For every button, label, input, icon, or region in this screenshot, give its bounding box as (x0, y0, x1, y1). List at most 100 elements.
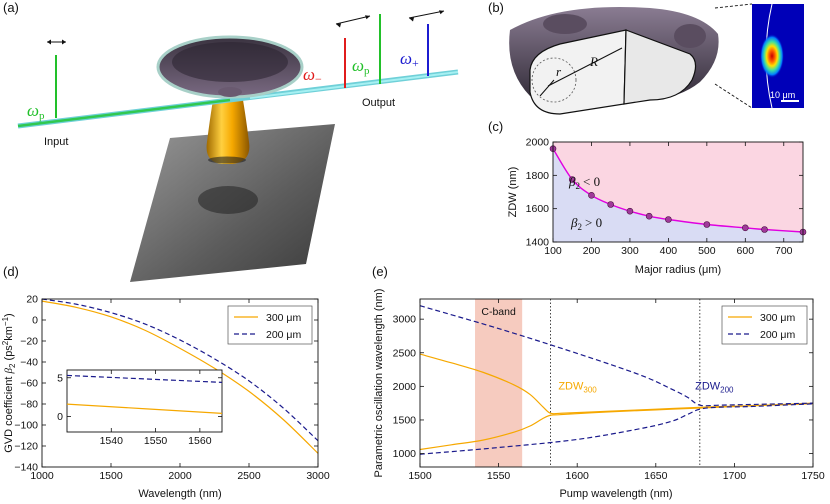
plot-c-axes: 100 200 300 400 500 600 700 1400 1600 1800 2000 (526, 137, 803, 257)
pillar-base (208, 156, 246, 164)
plot-c-xtick-label-1: 200 (583, 245, 601, 257)
zdw200-annotation: ZDW200 (695, 381, 734, 395)
osc-series-0 (419, 353, 814, 415)
minor-radius-circle (531, 57, 577, 103)
plot-c-xtick-label-2: 300 (621, 245, 639, 257)
legend-d: 300 μm 200 μm (227, 305, 313, 345)
plot-d-ytick-label-2: −20 (20, 336, 38, 348)
legend-e-label-300: 300 μm (760, 312, 795, 324)
legend-d-label-300: 300 μm (266, 312, 301, 324)
cband-label: C-band (481, 306, 516, 318)
plot-e-ytick-label-0: 1000 (393, 448, 417, 460)
plot-c-ylabel: ZDW (nm) (507, 167, 519, 218)
plot-c-frame (552, 141, 804, 243)
output-light (249, 71, 459, 99)
zdw-point-5 (645, 212, 653, 220)
plot-e-axes: 1500 1550 1600 1650 1700 1750 1000 1500 2000 2500… (393, 299, 825, 482)
plot-e-xlabel: Pump wavelength (nm) (559, 488, 672, 500)
pol-arrow-signal (408, 10, 445, 19)
panel-a-label: (a) (3, 0, 19, 15)
plot-d-xtick-label-0: 1000 (30, 470, 54, 482)
plot-e-xtick-label-1: 1550 (487, 470, 511, 482)
plot-c-xtick-label-6: 700 (775, 245, 793, 257)
inset-d-frame (66, 369, 223, 433)
legend-e-label-200: 200 μm (760, 329, 795, 341)
torus-cut-face (623, 29, 697, 105)
plot-c-ytick-label-1: 1600 (526, 203, 550, 215)
panel-e-label: (e) (372, 264, 388, 279)
plot-c-xtick-label-3: 400 (660, 245, 678, 257)
plot-d-xtick-label-4: 3000 (306, 470, 330, 482)
panel-d: (d) 1000 1500 2000 2500 3000 20 0 −20 −40 −60 −80 −… (1, 264, 330, 500)
microdisk-top (172, 42, 288, 82)
plot-d-ytick-label-0: 20 (26, 294, 38, 306)
panel-b-label: (b) (488, 0, 504, 15)
inset-d-xtick-label-2: 1560 (188, 435, 212, 447)
osc-series-2 (419, 305, 814, 407)
minor-radius-label: r (556, 64, 562, 79)
beta-positive-label: β2 > 0 (570, 215, 602, 232)
pol-arrow-idler (335, 15, 371, 25)
plot-e-ytick-label-3: 2500 (393, 347, 417, 359)
plot-e-xtick-label-2: 1600 (566, 470, 590, 482)
zdw-points (549, 145, 807, 236)
plot-c-xtick-label-4: 500 (698, 245, 716, 257)
support-pillar (206, 100, 250, 164)
panel-c: (c) 100 200 300 400 500 600 700 1400 1600 1800 200… (488, 119, 807, 276)
omega-p-input: ωp (27, 101, 45, 122)
plot-c-ytick-label-3: 2000 (526, 137, 550, 149)
osc-series-3 (419, 403, 814, 455)
inset-series-0 (66, 403, 223, 414)
zdw-point-7 (703, 221, 711, 228)
zdw-point-6 (665, 216, 672, 223)
plot-e-xtick-label-5: 1750 (801, 470, 825, 482)
region-beta-positive (553, 148, 803, 242)
omega-minus: ω− (303, 65, 322, 86)
plot-d-xtick-label-2: 2000 (168, 470, 192, 482)
plot-c-xlabel: Major radius (μm) (635, 264, 721, 276)
pol-arrow-heads-pump-in (47, 39, 66, 45)
zdw-point-9 (761, 226, 768, 233)
plot-c-xtick-label-5: 600 (737, 245, 755, 257)
plot-d-ytick-label-3: −40 (20, 357, 38, 369)
osc-series-1 (419, 402, 814, 451)
omega-plus: ω+ (400, 49, 419, 70)
plot-d-ylabel: GVD coefficient β2 (ps2km−1) (1, 313, 17, 452)
omega-p-output: ωp (352, 56, 370, 77)
legend-d-box (227, 305, 313, 345)
plot-c-ytick-label-2: 1800 (526, 170, 550, 182)
plot-e-xtick-label-3: 1650 (644, 470, 668, 482)
plot-e-xtick-label-0: 1500 (408, 470, 432, 482)
plot-d-ytick-label-4: −60 (20, 378, 38, 390)
cband-region (475, 299, 523, 467)
major-radius-arrow (547, 47, 623, 87)
plot-d-axes: 1000 1500 2000 2500 3000 20 0 −20 −40 −60 −80 −100 −… (14, 294, 329, 483)
panel-d-label: (d) (3, 264, 19, 279)
input-label: Input (44, 136, 68, 148)
plot-d-xtick-label-1: 1500 (99, 470, 123, 482)
plot-c-xtick-label-0: 100 (544, 245, 562, 257)
output-label: Output (362, 97, 395, 109)
zoom-line-top (714, 3, 753, 9)
pump-light-in (17, 98, 231, 128)
torus-highlight-2 (674, 24, 706, 48)
plot-d-ytick-label-8: −140 (14, 462, 38, 474)
zdw300-annotation: ZDW300 (558, 381, 597, 395)
pillar-shadow (198, 186, 258, 214)
plot-d-ytick-label-1: 0 (32, 315, 38, 327)
zoom-line-bottom (714, 83, 753, 109)
inset-d-lines (66, 374, 223, 414)
inset-d-xtick-label-0: 1540 (100, 435, 124, 447)
minor-radius-arrow (539, 79, 555, 97)
zdw-point-4 (626, 207, 634, 215)
zdw-point-1 (568, 176, 576, 183)
gvd-lines (41, 298, 319, 454)
disk-pedestal (218, 87, 242, 97)
gvd-series-1 (41, 298, 319, 442)
panel-a: (a) ωp Input ω− ωp ω+ Output (3, 0, 459, 282)
beta-negative-label: β2 < 0 (568, 174, 600, 191)
legend-e: 300 μm 200 μm (721, 305, 808, 345)
legend-e-box (721, 305, 808, 345)
oscillation-lines (419, 305, 814, 455)
